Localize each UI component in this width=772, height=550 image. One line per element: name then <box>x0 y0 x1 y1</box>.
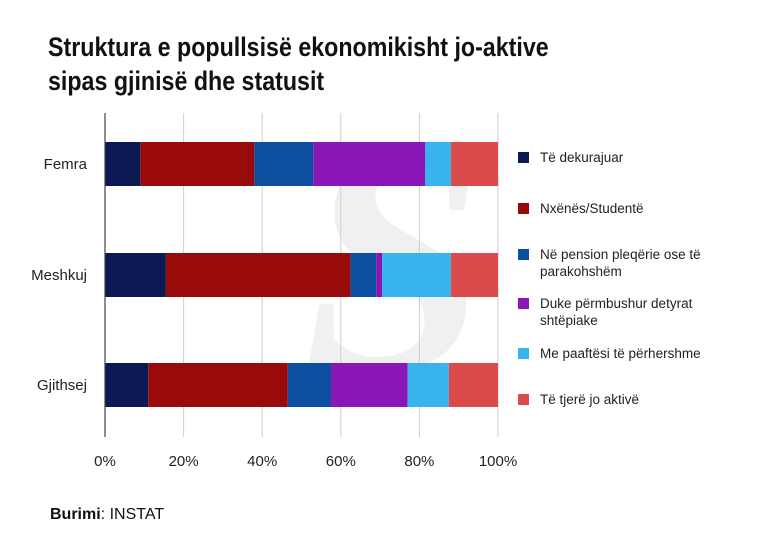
bar-segment <box>382 253 451 297</box>
source-value: INSTAT <box>105 506 165 523</box>
bar-segment <box>376 253 383 297</box>
category-label: Femra <box>44 156 88 173</box>
bar-segment <box>287 363 331 407</box>
x-tick-label: 100% <box>479 453 517 470</box>
source-label: Burimi <box>50 506 101 523</box>
bar-segment <box>425 142 451 186</box>
category-label: Gjithsej <box>37 377 87 394</box>
bar-segment <box>140 142 255 186</box>
bar-segment <box>350 253 377 297</box>
bar-segment <box>148 363 288 407</box>
x-tick-label: 40% <box>247 453 277 470</box>
bar-segment <box>448 363 498 407</box>
source-note: Burimi: INSTAT <box>50 506 164 524</box>
bar-segment <box>165 253 351 297</box>
x-tick-label: 20% <box>169 453 199 470</box>
bar-segment <box>450 253 498 297</box>
legend-swatch <box>518 249 529 260</box>
bar-segment <box>450 142 498 186</box>
legend-label: Me paaftësi të përhershme <box>540 346 701 361</box>
chart-title-line-2: sipas gjinisë dhe statusit <box>48 66 325 96</box>
legend-swatch <box>518 298 529 309</box>
bar-segment <box>105 253 166 297</box>
bar-group <box>105 142 498 186</box>
legend-swatch <box>518 152 529 163</box>
bar-segment <box>105 142 141 186</box>
bar-segment <box>105 363 149 407</box>
legend-label: Duke përmbushur detyrat shtëpiake <box>540 296 693 328</box>
legend-swatch <box>518 394 529 405</box>
category-axis: Femra Meshkuj Gjithsej <box>31 113 106 437</box>
x-tick-label: 60% <box>326 453 356 470</box>
x-tick-label: 0% <box>94 453 116 470</box>
chart-title: Struktura e popullsisë ekonomikisht jo-a… <box>48 30 598 98</box>
bar-segment <box>254 142 314 186</box>
bars <box>105 142 498 407</box>
value-axis: 0% 20% 40% 60% 80% 100% <box>94 453 517 470</box>
chart-title-line-1: Struktura e popullsisë ekonomikisht jo-a… <box>48 32 549 62</box>
bar-segment <box>313 142 426 186</box>
source-separator: : <box>100 506 106 523</box>
category-label: Meshkuj <box>31 267 87 284</box>
bar-group <box>105 253 498 297</box>
legend-swatch <box>518 203 529 214</box>
legend-swatch <box>518 348 529 359</box>
bar-group <box>105 363 498 407</box>
bar-segment <box>330 363 408 407</box>
legend-label: Të dekurajuar <box>540 150 624 165</box>
bar-segment <box>407 363 449 407</box>
legend-label: Në pension pleqërie ose të parakohshëm <box>540 247 701 279</box>
legend-label: Të tjerë jo aktivë <box>540 392 640 407</box>
x-tick-label: 80% <box>404 453 434 470</box>
legend-label: Nxënës/Studentë <box>540 201 644 216</box>
